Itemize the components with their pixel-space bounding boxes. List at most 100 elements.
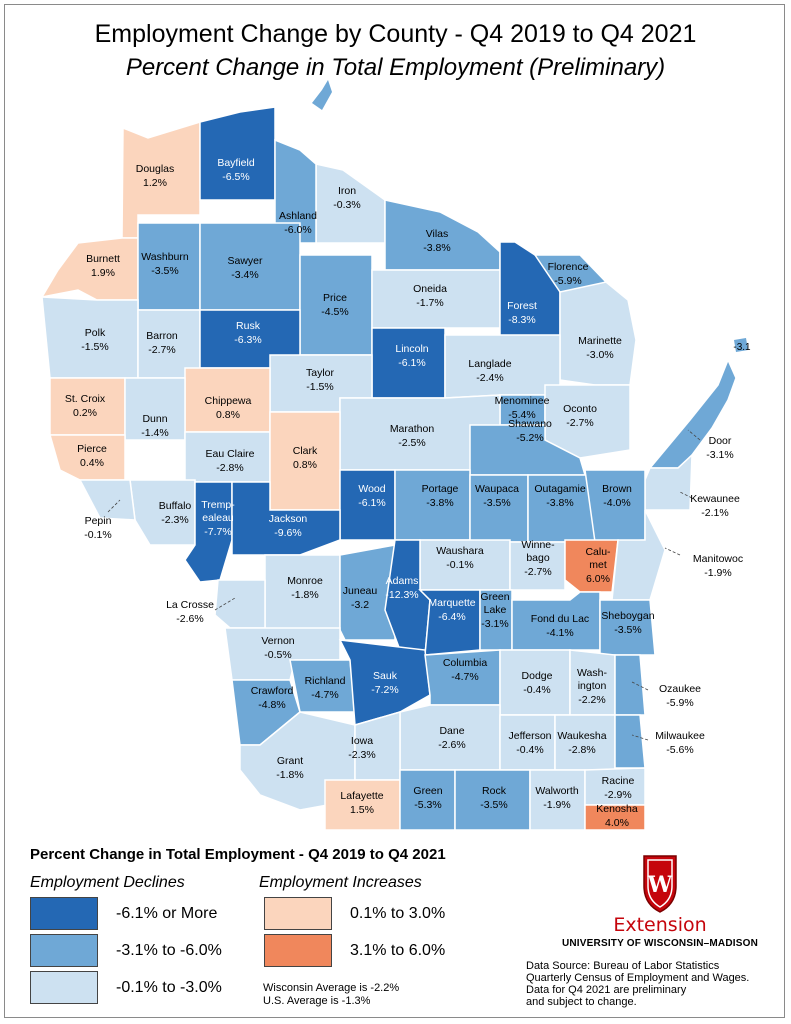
county-value-label: 0.4% — [80, 457, 104, 469]
uw-extension-logo: W Extension UNIVERSITY OF WISCONSIN–MADI… — [560, 852, 760, 949]
county-name-label: Monroe — [287, 575, 323, 587]
county-name-label: Ashland — [279, 210, 317, 222]
county-name-label: Columbia — [443, 657, 488, 669]
legend-swatch — [264, 897, 332, 930]
county-value-label: -7.7% — [204, 526, 231, 538]
uw-crest-icon: W — [643, 855, 677, 913]
county-value-label: -4.1% — [546, 627, 573, 639]
legend-swatch — [264, 934, 332, 967]
county-value-label: -3.5% — [483, 497, 510, 509]
county-value-label: -3.5% — [614, 624, 641, 636]
county-name-label: Fond du Lac — [531, 613, 589, 625]
county-value-label: -3.4% — [231, 269, 258, 281]
county-name-label: Green — [480, 591, 509, 603]
county-name-label: Oconto — [563, 403, 597, 415]
map-frame — [4, 4, 785, 1018]
legend-item-increase-high: 3.1% to 6.0% — [264, 934, 445, 967]
county-name-label: Kewaunee — [690, 493, 740, 505]
leader-line — [631, 681, 649, 691]
county-name-label: Marquette — [428, 597, 475, 609]
county-name-label: Washburn — [141, 251, 189, 263]
extension-wordmark: Extension — [613, 914, 707, 936]
county-value-label: -3.1% — [706, 449, 733, 461]
county-name-label: Lake — [484, 604, 507, 616]
county-name-label: Kenosha — [596, 803, 638, 815]
leader-line — [687, 429, 701, 441]
legend-item-increase-low: 0.1% to 3.0% — [264, 897, 445, 930]
county-marinette — [559, 281, 637, 386]
county-value-label: -6.4% — [438, 611, 465, 623]
leader-lines — [107, 429, 701, 741]
county-name-label: Rusk — [236, 320, 261, 332]
county-value-label: -6.5% — [222, 171, 249, 183]
county-value-label: -1.8% — [276, 769, 303, 781]
county-name-label: Milwaukee — [655, 730, 705, 742]
county-value-label: -3.2 — [351, 599, 369, 611]
county-value-label: -1.9% — [704, 567, 731, 579]
county-name-label: Vilas — [426, 228, 449, 240]
data-source-note: Data Source: Bureau of Labor Statistics … — [526, 960, 749, 1008]
county-price — [299, 254, 373, 356]
legend-title: Percent Change in Total Employment - Q4 … — [30, 846, 446, 863]
door-island-label: -3.1 — [733, 342, 751, 353]
county-name-label: Pierce — [77, 443, 107, 455]
county-milwaukee — [614, 714, 646, 769]
leader-line — [631, 734, 649, 741]
county-value-label: -2.4% — [476, 372, 503, 384]
legend-item-decline-high: -6.1% or More — [30, 897, 217, 930]
county-value-label: -2.3% — [348, 749, 375, 761]
legend-label: 3.1% to 6.0% — [350, 941, 446, 959]
legend-swatch — [30, 897, 98, 930]
county-name-label: bago — [526, 552, 550, 564]
county-value-label: -3.8% — [426, 497, 453, 509]
county-buffalo — [129, 479, 196, 546]
county-winnebago — [509, 541, 566, 591]
county-value-label: -3.0% — [586, 349, 613, 361]
county-value-label: -0.4% — [523, 684, 550, 696]
apostle-islands-shape — [312, 80, 332, 110]
county-name-label: Oneida — [413, 283, 447, 295]
county-name-label: Waukesha — [557, 730, 606, 742]
legend-increases-heading: Employment Increases — [259, 874, 422, 891]
county-name-label: Chippewa — [205, 395, 252, 407]
crest-letter: W — [647, 872, 673, 898]
county-value-label: 1.5% — [350, 804, 374, 816]
county-name-label: Lincoln — [395, 343, 428, 355]
county-value-label: -2.6% — [176, 613, 203, 625]
county-name-label: Portage — [422, 483, 459, 495]
county-value-label: 0.2% — [73, 407, 97, 419]
county-name-label: Waushara — [436, 545, 484, 557]
county-name-label: Forest — [507, 300, 537, 312]
county-name-label: Menominee — [495, 395, 550, 407]
leader-line — [107, 499, 121, 513]
county-ozaukee — [614, 654, 646, 716]
county-value-label: -0.1% — [84, 529, 111, 541]
leader-line — [664, 547, 681, 556]
county-name-label: Clark — [293, 445, 318, 457]
county-name-label: Jackson — [269, 513, 308, 525]
county-name-label: Marathon — [390, 423, 435, 435]
county-value-label: -5.9% — [666, 697, 693, 709]
county-value-label: -2.8% — [568, 744, 595, 756]
county-value-label: -2.7% — [566, 417, 593, 429]
county-la-crosse — [214, 579, 266, 629]
county-name-label: Iron — [338, 185, 356, 197]
county-burnett — [40, 237, 139, 301]
county-name-label: La Crosse — [166, 599, 214, 611]
county-value-label: -5.9% — [554, 275, 581, 287]
county-value-label: -3.8% — [546, 497, 573, 509]
county-waukesha — [554, 714, 616, 771]
county-value-label: -0.1% — [446, 559, 473, 571]
leader-line — [214, 597, 236, 611]
county-name-label: Winne- — [521, 539, 555, 551]
county-dane — [399, 704, 501, 771]
county-name-label: Polk — [85, 327, 106, 339]
county-name-label: Lafayette — [340, 790, 383, 802]
county-name-label: Bayfield — [217, 157, 255, 169]
county-name-label: Door — [709, 435, 732, 447]
county-name-label: Shawano — [508, 418, 552, 430]
county-name-label: Manitowoc — [693, 553, 743, 565]
county-value-label: -2.7% — [524, 566, 551, 578]
county-value-label: -4.7% — [311, 689, 338, 701]
legend-label: 0.1% to 3.0% — [350, 904, 446, 922]
